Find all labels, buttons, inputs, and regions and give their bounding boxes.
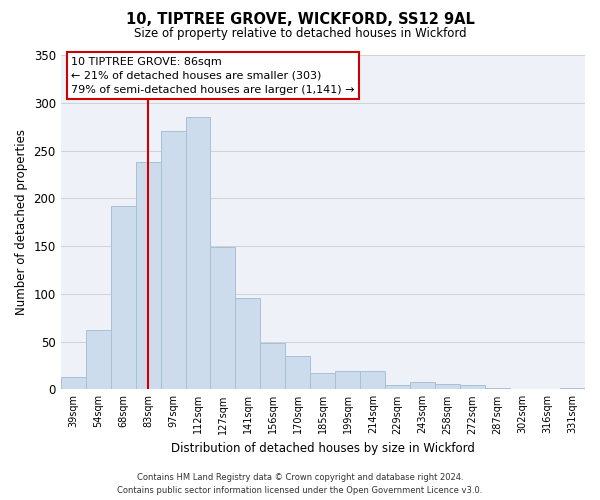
Bar [260, 344, 286, 390]
Bar [410, 382, 435, 390]
X-axis label: Distribution of detached houses by size in Wickford: Distribution of detached houses by size … [171, 442, 475, 455]
Bar [235, 298, 260, 390]
Text: 10 TIPTREE GROVE: 86sqm
← 21% of detached houses are smaller (303)
79% of semi-d: 10 TIPTREE GROVE: 86sqm ← 21% of detache… [71, 56, 355, 94]
Bar [286, 356, 310, 390]
Text: 10, TIPTREE GROVE, WICKFORD, SS12 9AL: 10, TIPTREE GROVE, WICKFORD, SS12 9AL [125, 12, 475, 28]
Bar [161, 132, 185, 390]
Bar [110, 206, 136, 390]
Bar [136, 162, 161, 390]
Bar [385, 386, 410, 390]
Bar [560, 388, 585, 390]
Bar [185, 117, 211, 390]
Bar [360, 371, 385, 390]
Bar [310, 373, 335, 390]
Bar [86, 330, 110, 390]
Bar [211, 247, 235, 390]
Text: Size of property relative to detached houses in Wickford: Size of property relative to detached ho… [134, 28, 466, 40]
Bar [61, 377, 86, 390]
Bar [335, 371, 360, 390]
Bar [460, 384, 485, 390]
Bar [435, 384, 460, 390]
Text: Contains HM Land Registry data © Crown copyright and database right 2024.
Contai: Contains HM Land Registry data © Crown c… [118, 474, 482, 495]
Y-axis label: Number of detached properties: Number of detached properties [15, 129, 28, 315]
Bar [485, 388, 510, 390]
